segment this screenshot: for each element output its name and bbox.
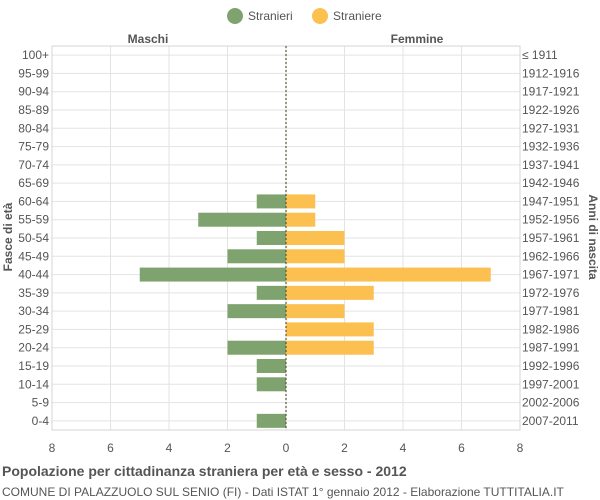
- bar-straniere-30-34: [286, 304, 345, 319]
- bar-straniere-40-44: [286, 267, 491, 282]
- bar-straniere-25-29: [286, 322, 374, 337]
- birth-years-label: 1977-1981: [522, 304, 580, 318]
- x-tick-label: 8: [517, 441, 524, 455]
- age-group-label: 25-29: [18, 322, 49, 336]
- age-group-label: 65-69: [18, 176, 49, 190]
- birth-years-label: 1937-1941: [522, 158, 580, 172]
- birth-years-label: 2002-2006: [522, 396, 580, 410]
- age-group-label: 30-34: [18, 304, 49, 318]
- age-group-label: 50-54: [18, 231, 49, 245]
- chart-title: Popolazione per cittadinanza straniera p…: [2, 463, 407, 479]
- x-tick-label: 6: [458, 441, 465, 455]
- bar-straniere-50-54: [286, 231, 345, 245]
- age-group-label: 60-64: [18, 194, 49, 208]
- age-group-label: 90-94: [18, 85, 49, 99]
- birth-years-label: 1972-1976: [522, 286, 580, 300]
- legend-marker-straniere: [312, 8, 328, 24]
- x-tick-label: 8: [49, 441, 56, 455]
- age-group-label: 45-49: [18, 249, 49, 263]
- x-tick-label: 2: [341, 441, 348, 455]
- bar-stranieri-40-44: [139, 267, 286, 282]
- bar-stranieri-10-14: [256, 377, 286, 392]
- birth-years-label: 1957-1961: [522, 231, 580, 245]
- bar-straniere-45-49: [286, 249, 345, 264]
- birth-years-label: 1947-1951: [522, 194, 580, 208]
- bar-stranieri-60-64: [256, 194, 286, 209]
- bar-stranieri-0-4: [256, 413, 286, 428]
- x-tick-label: 4: [400, 441, 407, 455]
- bar-stranieri-30-34: [227, 304, 286, 319]
- age-group-label: 40-44: [18, 268, 49, 282]
- age-group-label: 75-79: [18, 140, 49, 154]
- bar-stranieri-55-59: [198, 212, 286, 227]
- birth-years-label: 1962-1966: [522, 249, 580, 263]
- birth-years-label: 1927-1931: [522, 121, 580, 135]
- age-group-label: 20-24: [18, 341, 49, 355]
- birth-years-label: 1982-1986: [522, 322, 580, 336]
- birth-years-label: 2007-2011: [522, 414, 579, 428]
- age-group-label: 70-74: [18, 158, 49, 172]
- population-pyramid-chart: 8 6 4 2 0 2 4 6 8 100+ ≤ 1911 95-99 1912-1916 90-94 19…: [1, 8, 600, 455]
- birth-years-label: 1987-1991: [522, 341, 580, 355]
- birth-years-label: 1952-1956: [522, 213, 580, 227]
- x-tick-label: 4: [166, 441, 173, 455]
- birth-years-label: 1997-2001: [522, 377, 580, 391]
- x-tick-label: 0: [283, 441, 290, 455]
- legend-marker-stranieri: [227, 8, 243, 24]
- right-header: Femmine: [391, 32, 444, 46]
- age-group-label: 55-59: [18, 213, 49, 227]
- birth-years-label: 1912-1916: [522, 66, 580, 80]
- legend-label-straniere: Straniere: [333, 9, 382, 23]
- legend-label-stranieri: Stranieri: [248, 9, 293, 23]
- age-group-label: 80-84: [18, 121, 49, 135]
- bar-straniere-20-24: [286, 340, 374, 355]
- birth-years-label: 1992-1996: [522, 359, 580, 373]
- bar-stranieri-45-49: [227, 249, 286, 264]
- birth-years-label: 1942-1946: [522, 176, 580, 190]
- y-axis-title-left: Fasce di età: [1, 202, 15, 271]
- age-group-label: 15-19: [18, 359, 49, 373]
- x-tick-label: 2: [224, 441, 231, 455]
- bar-straniere-55-59: [286, 212, 316, 227]
- birth-years-label: ≤ 1911: [522, 48, 558, 62]
- bar-stranieri-50-54: [256, 231, 286, 245]
- birth-years-label: 1917-1921: [522, 85, 580, 99]
- age-group-label: 10-14: [18, 377, 49, 391]
- birth-years-label: 1967-1971: [522, 268, 580, 282]
- age-group-label: 0-4: [32, 414, 50, 428]
- bar-straniere-60-64: [286, 194, 316, 209]
- bar-stranieri-35-39: [256, 285, 286, 300]
- chart-subtitle: COMUNE DI PALAZZUOLO SUL SENIO (FI) - Da…: [2, 485, 564, 499]
- age-group-label: 85-89: [18, 103, 49, 117]
- x-tick-label: 6: [107, 441, 114, 455]
- age-group-label: 100+: [22, 48, 49, 62]
- age-group-label: 5-9: [32, 396, 50, 410]
- age-group-label: 35-39: [18, 286, 49, 300]
- birth-years-label: 1922-1926: [522, 103, 580, 117]
- bar-straniere-35-39: [286, 285, 374, 300]
- y-axis-title-right: Anni di nascita: [586, 194, 600, 280]
- birth-years-label: 1932-1936: [522, 140, 580, 154]
- bar-stranieri-15-19: [256, 359, 286, 373]
- bar-stranieri-20-24: [227, 340, 286, 355]
- left-header: Maschi: [128, 32, 169, 46]
- age-group-label: 95-99: [18, 66, 49, 80]
